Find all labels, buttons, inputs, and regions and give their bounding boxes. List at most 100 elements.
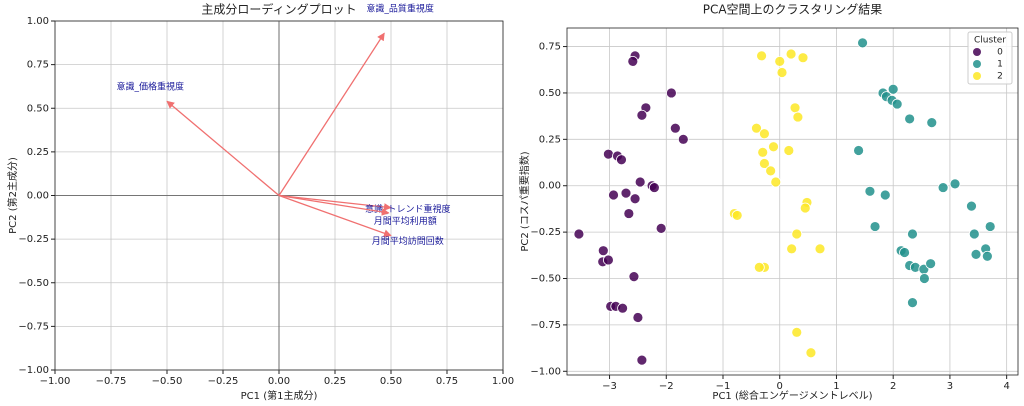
- loading-label: 月間平均訪問回数: [372, 235, 444, 247]
- legend-label: 2: [997, 72, 1003, 82]
- data-point: [629, 193, 641, 205]
- data-point: [966, 200, 977, 212]
- data-point: [805, 347, 817, 359]
- loading-arrow: [278, 194, 390, 216]
- data-point: [907, 297, 918, 309]
- data-point: [869, 221, 881, 232]
- chart: 主成分ローディングプロット PC1 (第1主成分) PC2 (第2主成分) −1.00…: [6, 2, 514, 403]
- y-tick-label: −1.00: [18, 365, 49, 376]
- y-tick-label: 1.00: [27, 16, 49, 27]
- y-axis-label: PC2 (第2主成分): [6, 157, 19, 234]
- data-point: [620, 187, 632, 199]
- legend-box: [967, 31, 1013, 85]
- legend-label: 0: [997, 48, 1003, 58]
- data-point: [573, 228, 585, 240]
- data-point: [756, 50, 767, 62]
- data-point: [918, 273, 930, 284]
- data-point: [891, 98, 903, 110]
- data-point: [759, 128, 770, 140]
- loading-arrow: [166, 100, 280, 196]
- data-point: [597, 245, 609, 257]
- x-tick-label: 0.75: [436, 376, 458, 387]
- data-point: [636, 109, 648, 121]
- legend-marker: [973, 72, 981, 80]
- loading-label: 意識_品質重視度: [366, 2, 434, 14]
- data-point: [887, 83, 899, 95]
- y-tick-label: 0.00: [539, 181, 561, 192]
- data-point: [925, 258, 937, 270]
- x-tick-label: −0.50: [152, 376, 183, 387]
- data-point: [616, 154, 627, 166]
- data-point: [970, 248, 982, 260]
- data-point: [797, 52, 809, 64]
- x-tick-label: 0.25: [324, 376, 346, 387]
- chart-title: PCA空間上のクラスタリング結果: [703, 3, 883, 17]
- loading-label: 意識_トレンド重視度: [365, 203, 451, 215]
- data-point: [937, 182, 949, 193]
- data-point: [770, 176, 782, 188]
- y-tick-label: 0.00: [27, 191, 49, 202]
- data-point: [791, 228, 803, 240]
- data-point: [731, 210, 743, 221]
- y-tick-label: 0.50: [27, 103, 49, 114]
- chart: PCA空間上のクラスタリング結果 PC1 (総合エンゲージメントレベル) PC2 (…: [518, 3, 1019, 402]
- legend-label: 1: [997, 60, 1003, 70]
- data-point: [926, 117, 938, 129]
- loading-label: 意識_価格重視度: [116, 81, 184, 93]
- y-tick-label: 0.25: [27, 147, 49, 158]
- x-tick-label: 0: [777, 381, 783, 392]
- y-tick-label: −0.50: [530, 274, 561, 285]
- data-point: [789, 102, 801, 114]
- data-point: [774, 56, 786, 67]
- data-point: [634, 176, 646, 188]
- data-point: [753, 261, 765, 273]
- loading-arrow: [278, 32, 385, 196]
- x-tick-label: −1.00: [40, 376, 71, 387]
- loading-arrow: [278, 194, 392, 237]
- data-point: [759, 158, 770, 169]
- x-tick-label: −2: [659, 381, 674, 392]
- y-tick-label: −0.25: [18, 234, 49, 245]
- data-point: [792, 111, 804, 123]
- y-tick-label: −0.75: [530, 320, 561, 331]
- loading-label: 月間平均利用額: [374, 215, 437, 227]
- x-tick-label: 4: [1003, 381, 1009, 392]
- data-point: [648, 182, 660, 193]
- data-point: [628, 271, 640, 283]
- data-point: [853, 145, 864, 156]
- data-point: [608, 189, 619, 201]
- y-tick-label: −0.50: [18, 278, 49, 289]
- x-tick-label: 3: [947, 381, 953, 392]
- plot-frame: [566, 27, 1019, 376]
- x-tick-label: −1: [716, 381, 731, 392]
- data-point: [665, 87, 677, 99]
- x-tick-label: −3: [602, 381, 617, 392]
- y-tick-label: 0.50: [539, 88, 561, 99]
- data-point: [776, 67, 788, 78]
- data-point: [636, 354, 648, 366]
- x-axis-label: PC1 (第1主成分): [241, 389, 318, 402]
- x-tick-label: 2: [890, 381, 896, 392]
- data-point: [783, 145, 795, 156]
- x-tick-label: 1.00: [492, 376, 514, 387]
- y-tick-label: 0.75: [27, 60, 49, 71]
- data-point: [669, 122, 681, 134]
- x-tick-label: 0.00: [268, 376, 290, 387]
- data-point: [799, 202, 811, 214]
- data-point: [632, 312, 644, 323]
- data-point: [904, 113, 916, 125]
- y-axis-label: PC2 (コスパ重要指数): [518, 151, 531, 251]
- data-point: [949, 178, 961, 190]
- y-tick-label: −0.75: [18, 321, 49, 332]
- data-point: [751, 122, 762, 134]
- data-point: [768, 141, 779, 153]
- chart-title: 主成分ローディングプロット: [201, 2, 356, 17]
- data-point: [984, 221, 996, 232]
- data-point: [814, 243, 826, 255]
- x-tick-label: −0.75: [96, 376, 127, 387]
- data-point: [785, 48, 797, 60]
- data-point: [757, 146, 769, 158]
- x-tick-label: 0.50: [380, 376, 402, 387]
- data-point: [617, 302, 628, 314]
